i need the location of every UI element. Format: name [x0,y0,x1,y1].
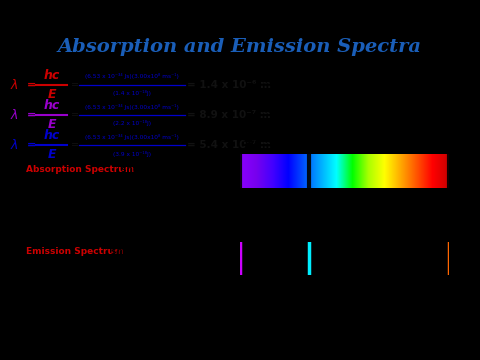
Text: $\lambda$: $\lambda$ [10,108,18,122]
Text: E: E [48,148,56,161]
Text: spectrum of EM wavelengths emitted by a
substance, with bright lines due to the
: spectrum of EM wavelengths emitted by a … [10,266,225,299]
Text: $\lambda$: $\lambda$ [10,78,18,92]
Text: $\lambda$: $\lambda$ [339,215,349,231]
Text: E: E [48,118,56,131]
Text: (3.9 x 10⁻¹⁸J): (3.9 x 10⁻¹⁸J) [113,151,151,157]
Text: (6.53 x 10⁻³⁴ Js)(3.00x10⁸ ms⁻¹): (6.53 x 10⁻³⁴ Js)(3.00x10⁸ ms⁻¹) [85,104,179,109]
Text: =: = [26,140,36,150]
Text: = 8.9 x 10⁻⁷ m: = 8.9 x 10⁻⁷ m [187,110,271,120]
Text: Wavelengths of
photons which can
be absorbed or
emitted by this atom.: Wavelengths of photons which can be abso… [298,83,417,132]
Text: (6.53 x 10⁻³⁴ Js)(3.00x10⁸ ms⁻¹): (6.53 x 10⁻³⁴ Js)(3.00x10⁸ ms⁻¹) [85,73,179,79]
Text: =: = [71,80,79,90]
Text: 5.4x10⁻⁷ m: 5.4x10⁻⁷ m [222,284,258,289]
Text: = 5.4 x 10⁻⁷ m: = 5.4 x 10⁻⁷ m [187,140,271,150]
Text: spectrum of EM wavelengths passed
through a substance, with dark lines due to
th: spectrum of EM wavelengths passed throug… [10,185,233,217]
Text: Absorption Spectrum: Absorption Spectrum [26,165,134,174]
Text: 1.4x10⁻⁶ m: 1.4x10⁻⁶ m [431,284,467,289]
Text: An: An [10,247,26,256]
Text: Absorption and Emission Spectra: Absorption and Emission Spectra [58,38,422,56]
Text: E: E [48,88,56,101]
Text: 1.4x10⁻⁶ m: 1.4x10⁻⁶ m [431,197,467,202]
Text: = 1.4 x 10⁻⁶ m: = 1.4 x 10⁻⁶ m [187,80,271,90]
Text: Smaller: Smaller [242,222,272,231]
Text: 8.9x10⁻⁷ m: 8.9x10⁻⁷ m [291,284,326,289]
Text: =: = [71,140,79,150]
Text: Larger: Larger [421,135,446,144]
Text: shows the: shows the [108,247,163,256]
Text: hc: hc [44,68,60,82]
Text: 5.4x10⁻⁷ m: 5.4x10⁻⁷ m [222,197,258,202]
Text: (2.2 x 10⁻¹⁸J): (2.2 x 10⁻¹⁸J) [113,121,151,126]
Text: =: = [71,110,79,120]
Text: (6.53 x 10⁻³⁴ Js)(3.00x10⁸ ms⁻¹): (6.53 x 10⁻³⁴ Js)(3.00x10⁸ ms⁻¹) [85,134,179,140]
Text: Smaller: Smaller [242,135,272,144]
Text: An: An [10,165,26,174]
Text: 8.9x10⁻⁷ m: 8.9x10⁻⁷ m [291,197,326,202]
Text: hc: hc [44,129,60,142]
Text: Larger: Larger [421,222,446,231]
Text: Emission Spectrum: Emission Spectrum [26,247,124,256]
Text: shows the: shows the [118,165,173,174]
Text: $\lambda$: $\lambda$ [339,128,349,144]
Text: (1.4 x 10⁻¹⁸J): (1.4 x 10⁻¹⁸J) [113,90,151,96]
Text: =: = [26,80,36,90]
Text: hc: hc [44,99,60,112]
Text: $\lambda$: $\lambda$ [10,138,18,152]
Text: =: = [26,110,36,120]
